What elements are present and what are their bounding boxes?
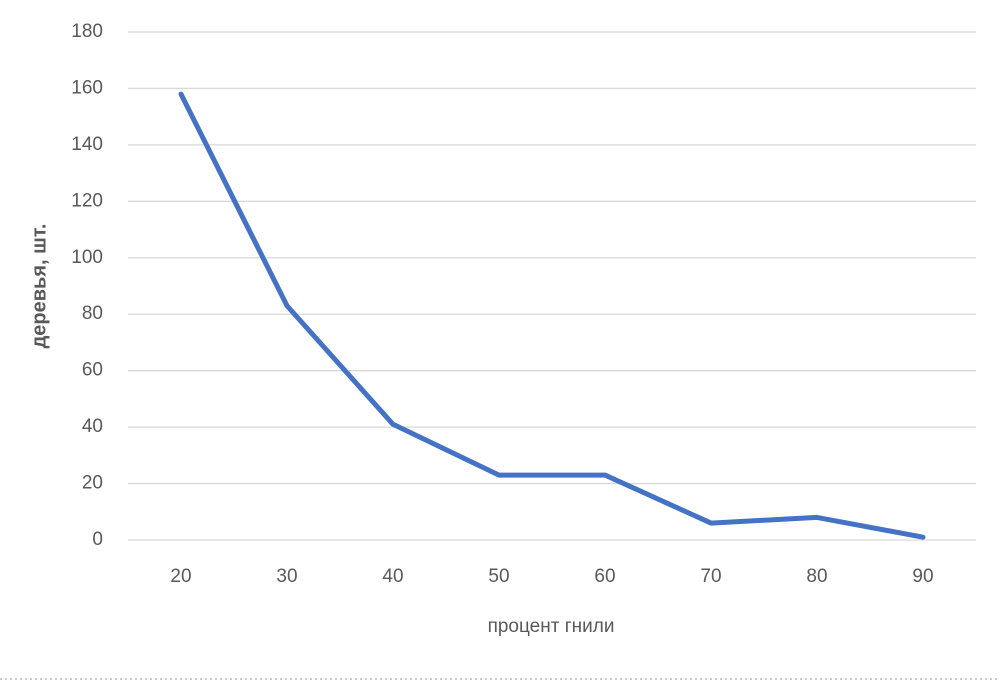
y-tick-label: 160 [71, 77, 103, 98]
x-axis-label: процент гнили [488, 616, 615, 637]
x-tick-label: 70 [700, 566, 721, 587]
x-tick-label: 20 [170, 566, 191, 587]
x-tick-label: 60 [594, 566, 615, 587]
y-tick-label: 180 [71, 21, 103, 42]
y-tick-label: 40 [82, 416, 103, 437]
y-tick-label: 140 [71, 134, 103, 155]
y-tick-label: 20 [82, 473, 103, 494]
y-tick-label: 80 [82, 303, 103, 324]
y-axis-label: деревья, шт. [28, 224, 50, 349]
y-tick-label: 60 [82, 360, 103, 381]
data-line [178, 91, 926, 540]
x-tick-label: 50 [488, 566, 509, 587]
x-tick-label: 90 [912, 566, 933, 587]
x-tick-label: 40 [382, 566, 403, 587]
y-tick-label: 100 [71, 247, 103, 268]
x-tick-label: 80 [806, 566, 827, 587]
x-tick-label: 30 [276, 566, 297, 587]
y-tick-label: 0 [92, 529, 103, 550]
y-tick-label: 120 [71, 190, 103, 211]
